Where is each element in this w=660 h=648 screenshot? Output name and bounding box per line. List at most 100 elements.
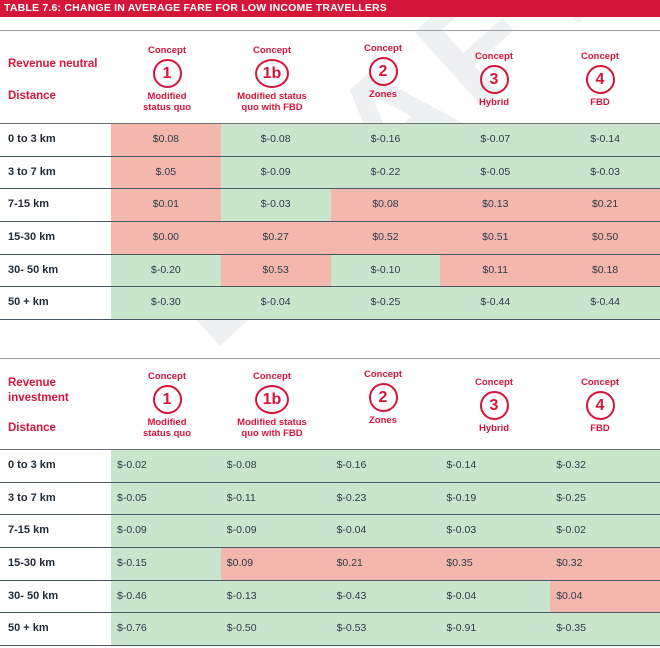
- fare-change-cell: $-0.16: [330, 124, 441, 156]
- fare-change-cell: $-0.03: [440, 515, 551, 548]
- fare-change-cell: $0.00: [111, 222, 221, 254]
- concept-number-circle: 2: [368, 383, 398, 412]
- fare-change-cell: $0.52: [330, 222, 441, 254]
- fare-change-cell: $-0.03: [220, 189, 331, 222]
- fare-change-cell: $-0.53: [330, 613, 441, 646]
- concept-keyword: Concept: [475, 377, 513, 388]
- distance-label: 30- 50 km: [8, 589, 59, 602]
- table-row: 0 to 3 km $0.08 $-0.08 $-0.16 $-0.07 $-0.14: [0, 124, 660, 157]
- concept-name: Hybrid: [478, 97, 510, 108]
- concept-keyword: Concept: [475, 51, 513, 62]
- fare-change-cell: $-0.25: [330, 287, 441, 320]
- fare-change-cell: $-0.22: [330, 156, 441, 189]
- fare-change-cell: $-0.20: [111, 254, 221, 287]
- concept-keyword: Concept: [364, 369, 402, 380]
- distance-heading: Distance: [8, 422, 56, 434]
- distance-heading: Distance: [8, 90, 56, 102]
- concept-keyword: Concept: [148, 371, 186, 382]
- fare-change-cell: $-0.09: [220, 515, 331, 548]
- concept-keyword: Concept: [253, 371, 291, 382]
- table-header: Revenue investment Distance Concept 1 Mod…: [0, 358, 660, 450]
- fare-change-cell: $-0.10: [330, 254, 441, 287]
- fare-change-cell: $-0.09: [111, 515, 221, 548]
- concept-number-circle: 3: [479, 391, 509, 420]
- concept-keyword: Concept: [581, 377, 619, 388]
- fare-change-cell: $0.09: [220, 548, 331, 580]
- fare-change-cell: $-0.05: [111, 482, 221, 515]
- concept-number-circle: 1: [152, 385, 182, 414]
- fare-change-cell: $-0.08: [220, 450, 331, 482]
- fare-change-cell: $0.08: [330, 189, 441, 222]
- table-title: TABLE 7.6: CHANGE IN AVERAGE FARE FOR LO…: [0, 0, 660, 17]
- concept-keyword: Concept: [364, 43, 402, 54]
- fare-change-cell: $-0.76: [111, 613, 221, 646]
- fare-change-cell: $-0.16: [330, 450, 441, 482]
- table-body: 0 to 3 km $0.08 $-0.08 $-0.16 $-0.07 $-0.14 3 …: [0, 124, 660, 321]
- fare-change-cell: $0.11: [440, 254, 551, 287]
- concept-number-circle: 4: [585, 65, 615, 94]
- concept-4-header: Concept 4 FBD: [546, 51, 654, 108]
- fare-change-cell: $-0.19: [440, 482, 551, 515]
- table-header: Revenue neutral Distance Concept 1 Modif…: [0, 30, 660, 124]
- fare-change-cell: $-0.46: [111, 580, 221, 613]
- fare-change-cell: $0.35: [440, 548, 551, 580]
- revenue-investment-table: Revenue investment Distance Concept 1 Mod…: [0, 358, 660, 647]
- distance-label: 3 to 7 km: [8, 491, 56, 504]
- fare-change-cell: $0.04: [550, 580, 660, 613]
- concept-number-circle: 3: [479, 65, 509, 94]
- fare-change-cell: $0.50: [550, 222, 660, 254]
- table-row: 0 to 3 km $-0.02 $-0.08 $-0.16 $-0.14 $-0.32: [0, 450, 660, 483]
- table-row: 7-15 km $0.01 $-0.03 $0.08 $0.13 $0.21: [0, 189, 660, 223]
- fare-change-cell: $0.13: [440, 189, 551, 222]
- distance-label: 0 to 3 km: [8, 459, 56, 471]
- concept-3-header: Concept 3 Hybrid: [440, 51, 548, 108]
- fare-change-cell: $-0.32: [550, 450, 660, 482]
- distance-label: 15-30 km: [8, 231, 56, 244]
- fare-change-cell: $-0.14: [550, 124, 660, 156]
- concept-2-header: Concept 2 Zones: [329, 369, 437, 426]
- fare-change-cell: $-0.30: [111, 287, 221, 320]
- concept-number-circle: 4: [585, 391, 615, 420]
- table-row: 30- 50 km $-0.20 $0.53 $-0.10 $0.11 $0.18: [0, 254, 660, 288]
- concept-name: FBD: [590, 97, 610, 108]
- concept-keyword: Concept: [148, 45, 186, 56]
- concept-name: Zones: [369, 89, 397, 100]
- table-body: 0 to 3 km $-0.02 $-0.08 $-0.16 $-0.14 $-0.32 3…: [0, 450, 660, 647]
- table-row: 30- 50 km $-0.46 $-0.13 $-0.43 $-0.04 $0.04: [0, 580, 660, 614]
- fare-change-cell: $0.27: [220, 222, 331, 254]
- distance-label: 3 to 7 km: [8, 165, 56, 178]
- fare-change-cell: $-0.09: [220, 156, 331, 189]
- fare-change-cell: $0.53: [220, 254, 331, 287]
- concept-keyword: Concept: [253, 45, 291, 56]
- fare-change-cell: $-0.50: [220, 613, 331, 646]
- concept-number-circle: 2: [368, 57, 398, 86]
- fare-change-cell: $0.21: [550, 189, 660, 222]
- concept-3-header: Concept 3 Hybrid: [440, 377, 548, 434]
- concept-1b-header: Concept 1b Modified status quo with FBD: [218, 45, 326, 113]
- concept-name: Zones: [369, 415, 397, 426]
- fare-change-cell: $-0.35: [550, 613, 660, 646]
- fare-change-cell: $-0.25: [550, 482, 660, 515]
- concept-name: Modified status quo with FBD: [237, 91, 307, 113]
- concept-keyword: Concept: [581, 51, 619, 62]
- distance-label: 7-15 km: [8, 198, 49, 211]
- fare-change-cell: $-0.44: [550, 287, 660, 320]
- distance-label: 7-15 km: [8, 524, 49, 537]
- table-row: 15-30 km $-0.15 $0.09 $0.21 $0.35 $0.32: [0, 548, 660, 581]
- fare-change-cell: $-0.08: [220, 124, 331, 156]
- concept-name: FBD: [590, 423, 610, 434]
- distance-label: 0 to 3 km: [8, 133, 56, 145]
- fare-change-cell: $-0.91: [440, 613, 551, 646]
- scenario-heading: Revenue neutral: [8, 58, 98, 70]
- fare-change-cell: $-0.02: [111, 450, 221, 482]
- concept-number-circle: 1: [152, 59, 182, 88]
- fare-change-cell: $-0.15: [111, 548, 221, 580]
- table-row: 50 + km $-0.76 $-0.50 $-0.53 $-0.91 $-0.35: [0, 613, 660, 647]
- fare-change-cell: $-0.05: [440, 156, 551, 189]
- concept-name: Modified status quo: [142, 91, 192, 113]
- fare-change-cell: $-0.03: [550, 156, 660, 189]
- fare-change-cell: $-0.44: [440, 287, 551, 320]
- fare-change-cell: $0.01: [111, 189, 221, 222]
- fare-change-cell: $-0.04: [330, 515, 441, 548]
- fare-change-cell: $-0.07: [440, 124, 551, 156]
